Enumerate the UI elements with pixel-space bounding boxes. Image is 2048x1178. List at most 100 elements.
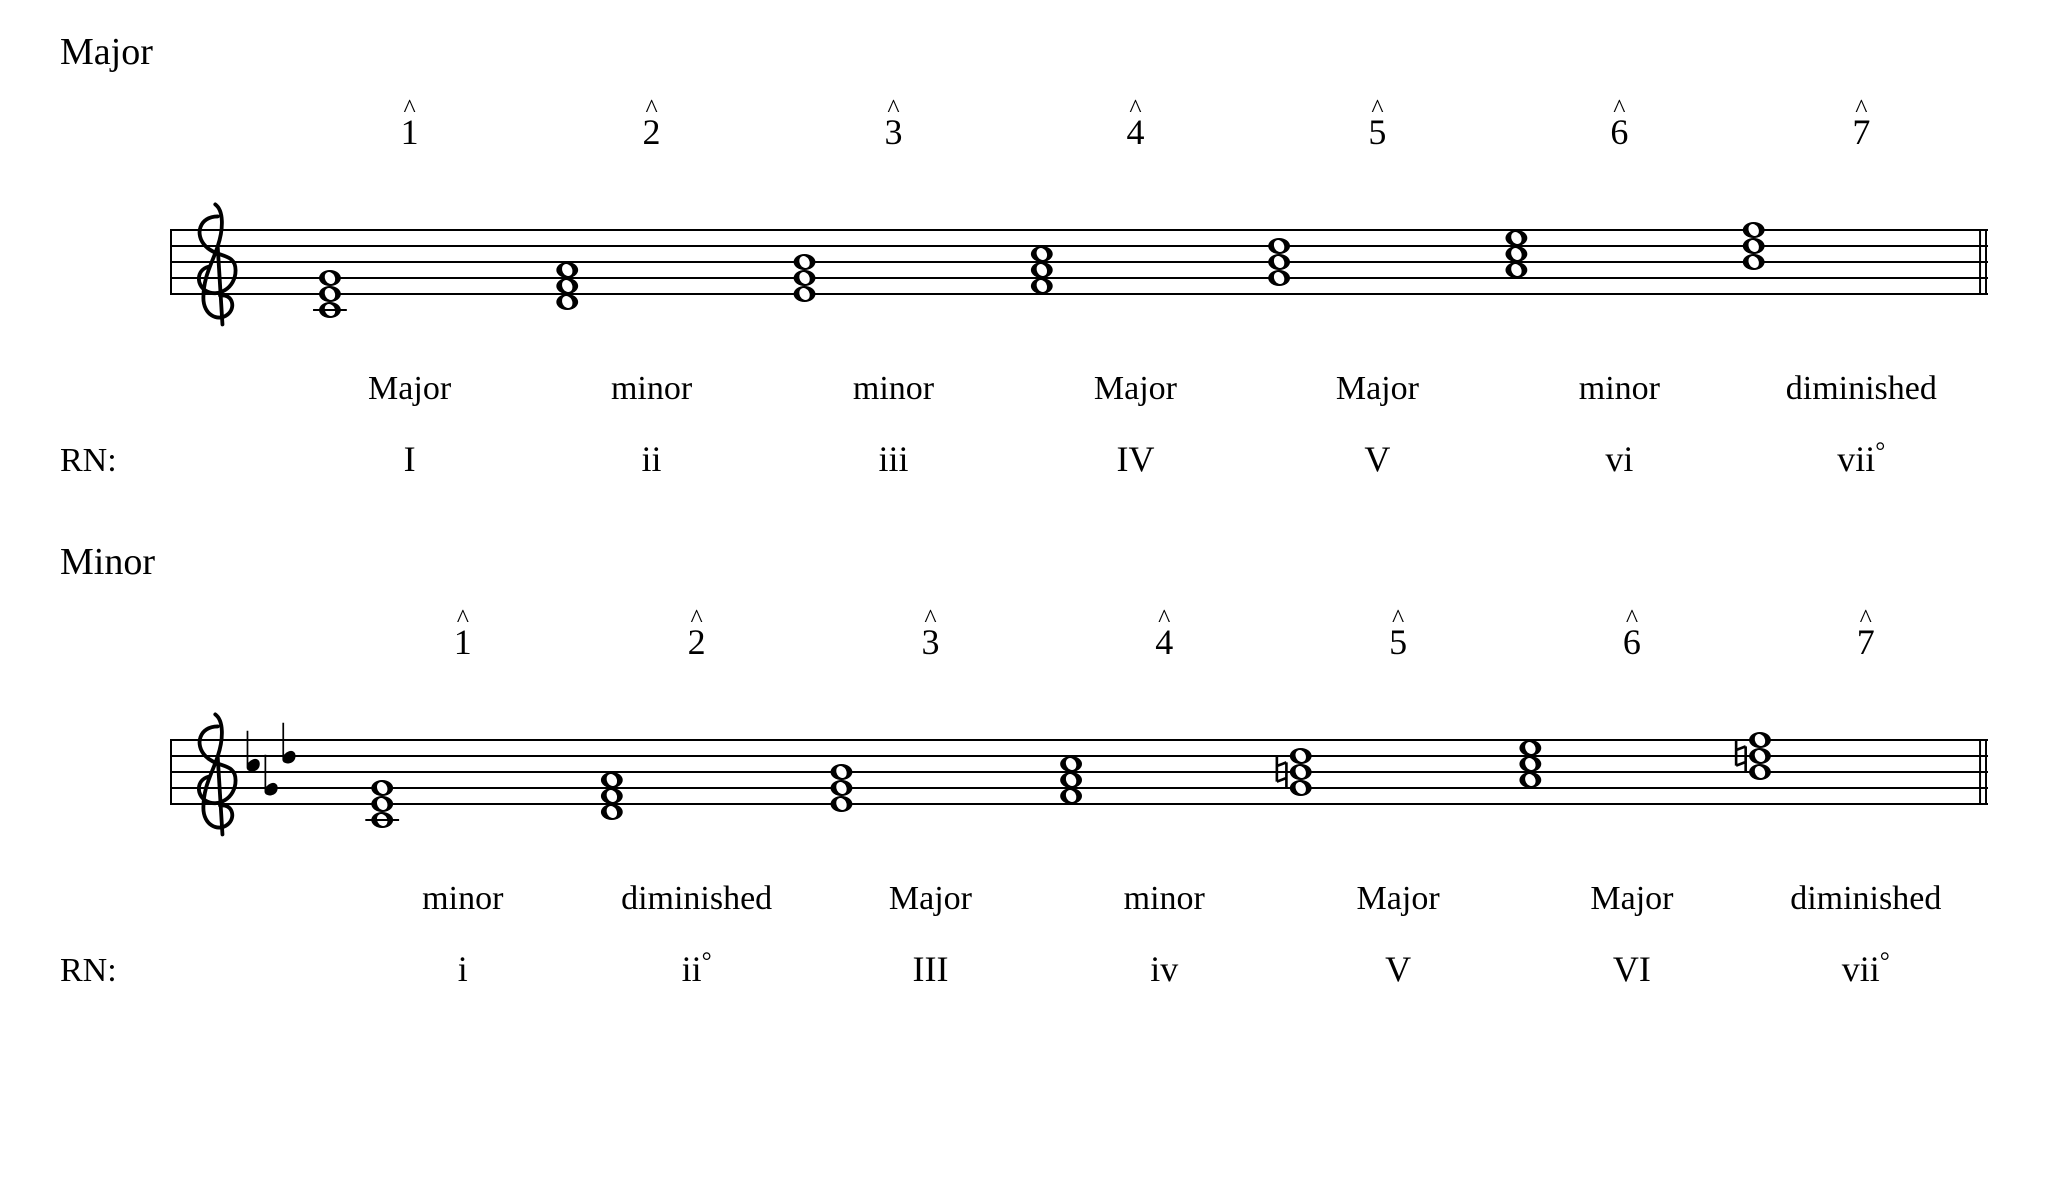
roman-numeral-text: V <box>1364 439 1390 479</box>
roman-numeral-text: III <box>912 949 948 989</box>
chord-quality-cell: minor <box>346 880 580 918</box>
rn-suffix: ° <box>1880 948 1890 975</box>
chord-quality-text: Major <box>1336 370 1419 407</box>
roman-numeral-cell: V <box>1256 438 1498 480</box>
chord-quality-text: Major <box>889 880 972 917</box>
chord-quality-cell: diminished <box>1749 880 1983 918</box>
roman-numeral-cell: VI <box>1515 948 1749 990</box>
staff <box>170 170 1988 350</box>
scale-degree-row: ^1^2^3^4^5^6^7 <box>60 624 1988 674</box>
roman-numeral-text: I <box>404 439 416 479</box>
chord-quality-text: Major <box>1357 880 1440 917</box>
roman-numeral-prefix: RN: <box>60 952 170 990</box>
chord-quality-text: minor <box>1579 370 1660 407</box>
roman-numeral-text: vii <box>1842 949 1880 989</box>
roman-numeral-text: vii <box>1837 439 1875 479</box>
caret-icon: ^ <box>814 606 1048 632</box>
scale-degree: ^4 <box>1047 624 1281 674</box>
scale-degree: ^2 <box>531 114 773 164</box>
roman-numeral: RN:IiiiiiIVVvivii° <box>60 438 1988 480</box>
roman-numeral-cell: IV <box>1014 438 1256 480</box>
scale-degree: ^6 <box>1515 624 1749 674</box>
roman-numeral-cell: I <box>289 438 531 480</box>
roman-numeral-text: i <box>458 949 468 989</box>
rn-suffix: ° <box>1875 438 1885 465</box>
chord-quality-cell: diminished <box>580 880 814 918</box>
scale-degree: ^2 <box>580 624 814 674</box>
roman-numeral: RN:iii°IIIivVVIvii° <box>60 948 1988 990</box>
scale-degree-row: ^1^2^3^4^5^6^7 <box>60 114 1988 164</box>
roman-numeral-text: vi <box>1605 439 1633 479</box>
scale-degree: ^3 <box>773 114 1015 164</box>
scale-degree: ^1 <box>289 114 531 164</box>
roman-numeral-cell: ii <box>531 438 773 480</box>
caret-icon: ^ <box>1515 606 1749 632</box>
chord-quality-text: Major <box>1094 370 1177 407</box>
chord-quality-text: minor <box>853 370 934 407</box>
caret-icon: ^ <box>773 96 1015 122</box>
chord-quality-cell: minor <box>773 370 1015 408</box>
chord-quality-cell: Major <box>1014 370 1256 408</box>
scale-degree: ^6 <box>1498 114 1740 164</box>
scale-degree: ^1 <box>346 624 580 674</box>
roman-numeral-text: iii <box>879 439 909 479</box>
chord-quality-text: minor <box>1124 880 1205 917</box>
scale-degree: ^4 <box>1014 114 1256 164</box>
caret-icon: ^ <box>1498 96 1740 122</box>
roman-numeral-text: ii <box>682 949 702 989</box>
caret-icon: ^ <box>346 606 580 632</box>
chord-quality-text: minor <box>611 370 692 407</box>
roman-numeral-text: VI <box>1613 949 1651 989</box>
staff <box>170 680 1988 860</box>
section-major: Major^1^2^3^4^5^6^7MajorminorminorMajorM… <box>60 30 1988 480</box>
chord-quality-text: diminished <box>1786 370 1937 407</box>
chord-quality-text: minor <box>422 880 503 917</box>
chord-quality-text: diminished <box>621 880 772 917</box>
caret-icon: ^ <box>289 96 531 122</box>
roman-numeral-text: IV <box>1116 439 1154 479</box>
section-title: Major <box>60 30 1988 74</box>
scale-degree: ^7 <box>1740 114 1982 164</box>
scale-degree: ^7 <box>1749 624 1983 674</box>
roman-numeral-cell: iii <box>773 438 1015 480</box>
caret-icon: ^ <box>1047 606 1281 632</box>
caret-icon: ^ <box>1014 96 1256 122</box>
scale-degree: ^3 <box>814 624 1048 674</box>
chord-quality-text: Major <box>368 370 451 407</box>
roman-numeral-cell: III <box>814 948 1048 990</box>
caret-icon: ^ <box>1256 96 1498 122</box>
roman-numeral-text: V <box>1385 949 1411 989</box>
caret-icon: ^ <box>1740 96 1982 122</box>
caret-icon: ^ <box>1749 606 1983 632</box>
chord-quality-text: Major <box>1590 880 1673 917</box>
roman-numeral-cell: iv <box>1047 948 1281 990</box>
scale-degree: ^5 <box>1281 624 1515 674</box>
section-minor: Minor^1^2^3^4^5^6^7minordiminishedMajorm… <box>60 540 1988 990</box>
roman-numeral-cell: V <box>1281 948 1515 990</box>
chord-quality-cell: minor <box>1498 370 1740 408</box>
caret-icon: ^ <box>531 96 773 122</box>
roman-numeral-cell: vii° <box>1740 438 1982 480</box>
roman-numeral-prefix: RN: <box>60 442 170 480</box>
roman-numeral-cell: i <box>346 948 580 990</box>
roman-numeral-cell: ii° <box>580 948 814 990</box>
chord-quality-cell: Major <box>1515 880 1749 918</box>
chord-quality-cell: minor <box>1047 880 1281 918</box>
roman-numeral-cell: vii° <box>1749 948 1983 990</box>
chord-quality-text: diminished <box>1790 880 1941 917</box>
roman-numeral-cell: vi <box>1498 438 1740 480</box>
scale-degree: ^5 <box>1256 114 1498 164</box>
roman-numeral-text: ii <box>642 439 662 479</box>
chord-quality-cell: diminished <box>1740 370 1982 408</box>
chord-quality-cell: Major <box>814 880 1048 918</box>
rn-suffix: ° <box>702 948 712 975</box>
caret-icon: ^ <box>580 606 814 632</box>
chord-quality-cell: Major <box>1281 880 1515 918</box>
caret-icon: ^ <box>1281 606 1515 632</box>
staff-row <box>60 680 1988 860</box>
roman-numeral-text: iv <box>1150 949 1178 989</box>
chord-quality-cell: minor <box>531 370 773 408</box>
chord-quality: Major minor minor Major Major minor diminished <box>60 370 1988 408</box>
chord-quality-cell: Major <box>1256 370 1498 408</box>
staff-row <box>60 170 1988 350</box>
